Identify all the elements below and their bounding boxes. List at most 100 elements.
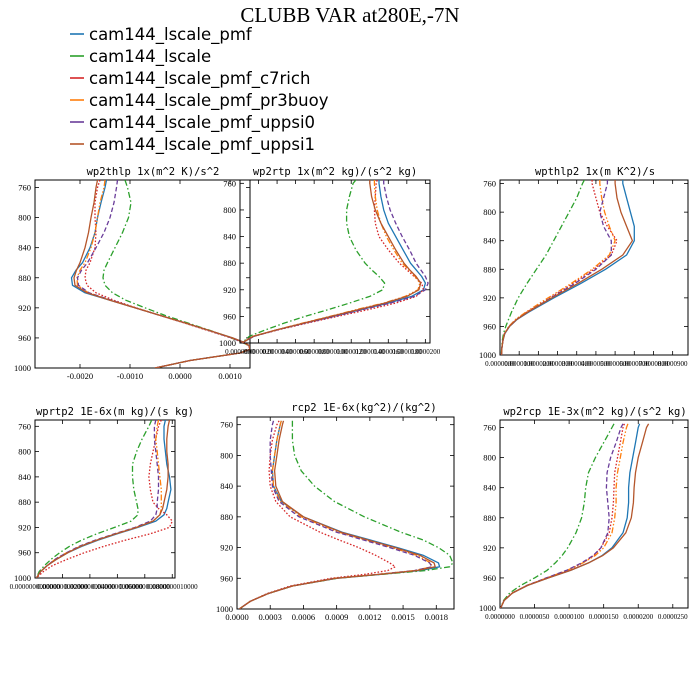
series-line-cam144_lscale_pmf_uppsi1 (500, 423, 650, 608)
series-line-cam144_lscale_pmf_c7rich (500, 180, 618, 355)
panel-wp2thlp: wp2thlp 1x(m^2 K)/s^2 760 800 840 880 920 960… (14, 166, 251, 381)
x-tick-label: 0.0000000 (485, 360, 515, 368)
panel-title: wp2rcp 1E-3x(m^2 kg)/(s^2 kg) (503, 406, 686, 418)
y-tick-label: 880 (220, 512, 233, 522)
x-tick-label: 0.0000600 (600, 360, 630, 368)
series-line-cam144_lscale (500, 423, 615, 608)
x-tick-label: 0.0000000000000 (10, 583, 61, 591)
x-tick-label: 0.0000160 (373, 348, 403, 356)
x-tick-label: 0.0006 (292, 612, 315, 622)
series-line-cam144_lscale_pmf_pr3buoy (35, 420, 162, 578)
legend-label-0: cam144_lscale_pmf (89, 25, 253, 45)
x-tick-label: 0.0000050 (520, 613, 550, 621)
legend-label-4: cam144_lscale_pmf_uppsi0 (89, 113, 315, 133)
y-tick-label: 760 (483, 423, 496, 433)
x-tick-label: 0.0000120 (336, 348, 366, 356)
x-tick-label: -0.0010 (117, 371, 143, 381)
x-tick-label: 0.0010 (218, 371, 241, 381)
x-tick-label: 0.0003 (259, 612, 282, 622)
series-group (35, 420, 173, 578)
series-group (70, 180, 250, 368)
plot-frame (34, 419, 176, 579)
y-tick-label: 840 (18, 243, 31, 253)
legend-entry: cam144_lscale (70, 47, 211, 67)
x-tick-label: 0.0000000010000 (147, 583, 198, 591)
x-tick-label: 0.0000100 (554, 613, 584, 621)
y-tick-label: 960 (483, 573, 496, 583)
x-tick-label: 0.0000040 (262, 348, 292, 356)
y-tick-label: 760 (223, 178, 236, 188)
x-tick-label: 0.0018 (425, 612, 448, 622)
y-tick-label: 1000 (479, 603, 496, 613)
x-tick-label: 0.0000000006000 (92, 583, 143, 591)
y-tick-label: 800 (483, 453, 496, 463)
series-line-cam144_lscale (102, 180, 250, 368)
series-line-cam144_lscale_pmf_uppsi1 (500, 180, 634, 355)
x-tick-label: 0.0000200 (523, 360, 553, 368)
series-group (238, 420, 454, 609)
legend: cam144_lscale_pmf cam144_lscale cam144_l… (70, 25, 329, 155)
plot-frame (499, 179, 689, 356)
y-tick-label: 800 (18, 447, 31, 457)
series-line-cam144_lscale_pmf_uppsi0 (35, 420, 160, 578)
y-tick-label: 960 (220, 573, 233, 583)
series-line-cam144_lscale_pmf_pr3buoy (500, 180, 616, 355)
y-tick-label: 760 (18, 183, 31, 193)
plot-frame (236, 416, 455, 610)
series-line-cam144_lscale (238, 420, 454, 609)
legend-label-1: cam144_lscale (89, 47, 211, 67)
series-line-cam144_lscale_pmf_pr3buoy (500, 423, 629, 608)
x-tick-label: 0.0012 (358, 612, 381, 622)
x-tick-label: 0.0000400 (562, 360, 592, 368)
x-tick-label: 0.0000100 (318, 348, 348, 356)
x-tick-label: 0.0000140 (355, 348, 385, 356)
y-tick-label: 760 (18, 421, 31, 431)
series-line-cam144_lscale_pmf_uppsi0 (238, 420, 433, 609)
plot-frame (499, 419, 689, 609)
x-tick-label: 0.0000000 (485, 613, 515, 621)
series-group (500, 423, 650, 608)
y-tick-label: 880 (483, 513, 496, 523)
x-tick-label: 0.0000150 (589, 613, 619, 621)
series-line-cam144_lscale_pmf_uppsi1 (241, 180, 422, 343)
x-tick-label: 0.0000060 (281, 348, 311, 356)
y-tick-label: 760 (220, 420, 233, 430)
series-line-cam144_lscale_pmf_c7rich (500, 423, 626, 608)
panel-title: wp2rtp 1x(m^2 kg)/(s^2 kg) (253, 166, 417, 178)
panel-title: rcp2 1E-6x(kg^2)/(kg^2) (291, 402, 436, 414)
series-line-cam144_lscale_pmf_pr3buoy (241, 180, 421, 343)
y-tick-label: 880 (483, 264, 496, 274)
y-tick-label: 880 (18, 497, 31, 507)
y-tick-label: 920 (483, 543, 496, 553)
y-tick-label: 840 (483, 483, 496, 493)
x-tick-label: 0.0000020 (244, 348, 274, 356)
y-tick-label: 1000 (479, 350, 496, 360)
y-tick-label: 840 (483, 236, 496, 246)
legend-entry: cam144_lscale_pmf_uppsi1 (70, 135, 315, 155)
y-tick-label: 800 (220, 450, 233, 460)
series-line-cam144_lscale_pmf_uppsi0 (500, 423, 624, 608)
legend-label-2: cam144_lscale_pmf_c7rich (89, 69, 310, 89)
y-tick-label: 960 (483, 321, 496, 331)
y-tick-label: 880 (18, 273, 31, 283)
legend-label-5: cam144_lscale_pmf_uppsi1 (89, 135, 315, 155)
y-tick-label: 960 (18, 548, 31, 558)
panel-wp2rcp: wp2rcp 1E-3x(m^2 kg)/(s^2 kg) 760 800 840 8… (479, 406, 689, 621)
series-line-cam144_lscale_pmf_uppsi0 (500, 180, 612, 355)
panel-title: wprtp2 1E-6x(m kg)/(s kg) (36, 406, 194, 418)
x-tick-label: 0.0000180 (392, 348, 422, 356)
panel-wpthlp2: wpthlp2 1x(m K^2)/s 760 800 840 880 920 960 10… (479, 166, 689, 368)
x-tick-label: 0.0000100 (504, 360, 534, 368)
series-line-cam144_lscale_pmf_uppsi1 (73, 180, 250, 368)
x-tick-label: 0.0009 (325, 612, 348, 622)
series-group (241, 180, 429, 343)
legend-label-3: cam144_lscale_pmf_pr3buoy (89, 91, 329, 111)
x-tick-label: 0.0000080 (299, 348, 329, 356)
panel-title: wp2thlp 1x(m^2 K)/s^2 (87, 166, 220, 178)
y-tick-label: 1000 (219, 338, 236, 348)
x-tick-label: 0.0000000004000 (65, 583, 116, 591)
panel-title: wpthlp2 1x(m K^2)/s (535, 166, 655, 178)
panel-rcp2: rcp2 1E-6x(kg^2)/(kg^2) 760 800 840 880 920 9… (216, 402, 455, 622)
x-tick-label: 0.0000200 (410, 348, 440, 356)
